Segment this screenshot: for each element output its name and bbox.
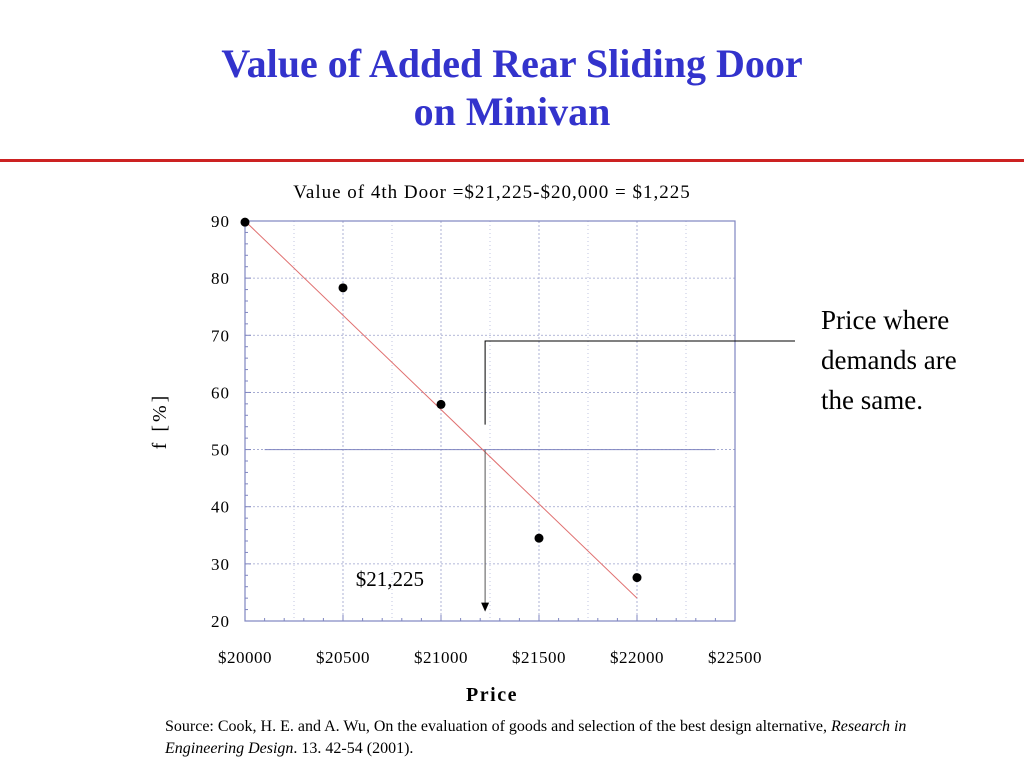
x-tick-label-0: $20000 <box>218 648 272 667</box>
callout-connector <box>484 340 795 425</box>
x-tick-label-2: $21000 <box>414 648 468 667</box>
fit-line <box>244 220 638 599</box>
callout-line-3: the same. <box>821 385 923 415</box>
data-point-2 <box>436 399 446 409</box>
x-tick-label-3: $21500 <box>512 648 566 667</box>
source-suffix: . 13. 42-54 (2001). <box>293 740 414 757</box>
price-annotation: $21,225 <box>356 567 424 591</box>
data-point-0 <box>240 217 250 227</box>
y-tick-label-2: 40 <box>211 498 230 517</box>
x-axis-label: Price <box>466 684 518 706</box>
source-prefix: Source: Cook, H. E. and A. Wu, On the ev… <box>165 718 832 735</box>
x-tick-label-4: $22000 <box>610 648 664 667</box>
callout-line-1: Price where <box>821 305 950 335</box>
drop-arrow-head <box>481 602 490 612</box>
y-tick-label-0: 20 <box>211 612 230 631</box>
slide-title: Value of Added Rear Sliding Door on Mini… <box>0 40 1024 136</box>
y-tick-label-1: 30 <box>211 555 230 574</box>
y-tick-label-3: 50 <box>211 441 230 460</box>
chart-title: Value of 4th Door =$21,225-$20,000 = $1,… <box>293 182 690 203</box>
source-journal: Research in Engineering Design <box>165 718 907 757</box>
x-tick-label-1: $20500 <box>316 648 370 667</box>
callout-text: Price where demands are the same. <box>821 300 1021 420</box>
plot-frame <box>244 220 736 622</box>
y-axis-label: f [%] <box>149 393 171 450</box>
y-tick-label-7: 90 <box>211 212 230 231</box>
x-tick-label-5: $22500 <box>708 648 762 667</box>
data-point-4 <box>632 573 642 583</box>
source-citation: Source: Cook, H. E. and A. Wu, On the ev… <box>165 716 925 760</box>
y-tick-label-4: 60 <box>211 383 230 402</box>
y-tick-label-5: 70 <box>211 326 230 345</box>
callout-line-2: demands are <box>821 345 957 375</box>
slide-title-line1: Value of Added Rear Sliding Door <box>221 41 803 86</box>
y-tick-label-6: 80 <box>211 269 230 288</box>
data-point-1 <box>338 283 348 293</box>
title-divider <box>0 159 1024 162</box>
data-point-3 <box>534 533 544 543</box>
slide-title-line2: on Minivan <box>413 89 611 134</box>
